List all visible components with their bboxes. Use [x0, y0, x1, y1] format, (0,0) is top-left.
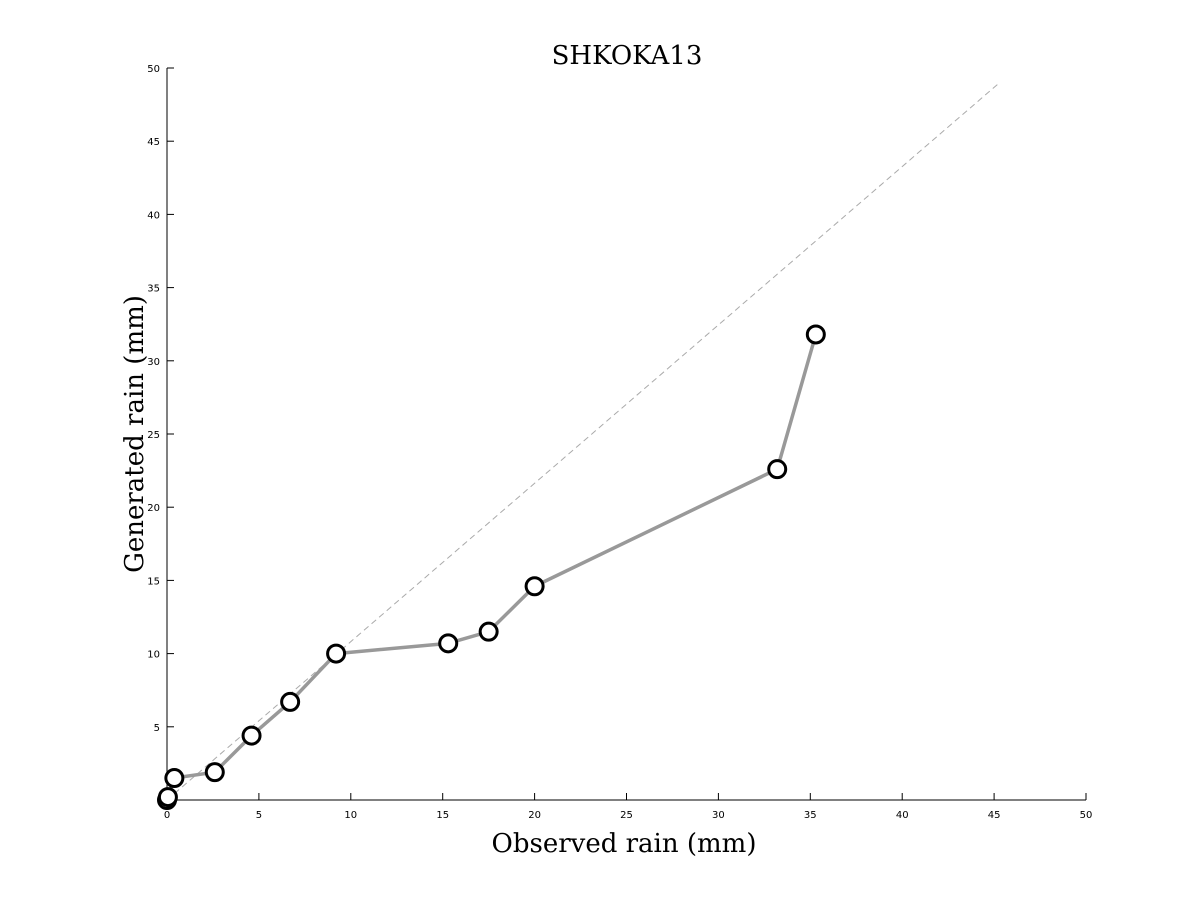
y-tick-label: 5 — [154, 723, 160, 734]
x-tick-label: 50 — [1080, 810, 1093, 821]
data-point — [157, 787, 178, 808]
reference-line — [166, 82, 1000, 801]
x-tick-label: 45 — [988, 810, 1001, 821]
x-axis-label: Observed rain (mm) — [492, 829, 757, 859]
data-point — [326, 643, 347, 664]
x-ticks: 0 5 10 15 20 25 30 35 40 45 50 — [164, 793, 1093, 821]
y-tick-label: 35 — [147, 284, 160, 295]
data-point — [438, 633, 459, 654]
series-line — [165, 333, 818, 801]
data-point — [164, 768, 185, 789]
x-tick-label: 30 — [712, 810, 725, 821]
data-point — [280, 691, 301, 712]
data-point — [524, 576, 545, 597]
y-tick-label: 50 — [147, 64, 160, 75]
y-tick-label: 40 — [147, 210, 160, 221]
data-point — [241, 725, 262, 746]
reference-line-layer — [166, 82, 1000, 801]
x-tick-label: 40 — [896, 810, 909, 821]
x-tick-label: 5 — [256, 810, 262, 821]
x-tick-label: 15 — [436, 810, 449, 821]
x-tick-label: 20 — [528, 810, 541, 821]
y-tick-label: 10 — [147, 650, 160, 661]
y-tick-label: 15 — [147, 576, 160, 587]
y-tick-label: 20 — [147, 503, 160, 514]
data-point — [478, 621, 499, 642]
series-layer — [157, 324, 826, 810]
data-point — [805, 324, 826, 345]
y-tick-label: 45 — [147, 137, 160, 148]
y-tick-label: 30 — [147, 357, 160, 368]
axes — [166, 68, 1086, 801]
y-ticks: 5 10 15 20 25 30 35 40 45 50 — [147, 64, 174, 734]
y-axis-label: Generated rain (mm) — [120, 295, 150, 573]
x-tick-label: 35 — [804, 810, 817, 821]
x-tick-label: 25 — [620, 810, 633, 821]
x-tick-label: 10 — [344, 810, 357, 821]
data-point — [204, 762, 225, 783]
y-tick-label: 25 — [147, 430, 160, 441]
chart-title: SHKOKA13 — [552, 41, 703, 71]
data-point — [767, 459, 788, 480]
x-tick-label: 0 — [164, 810, 170, 821]
